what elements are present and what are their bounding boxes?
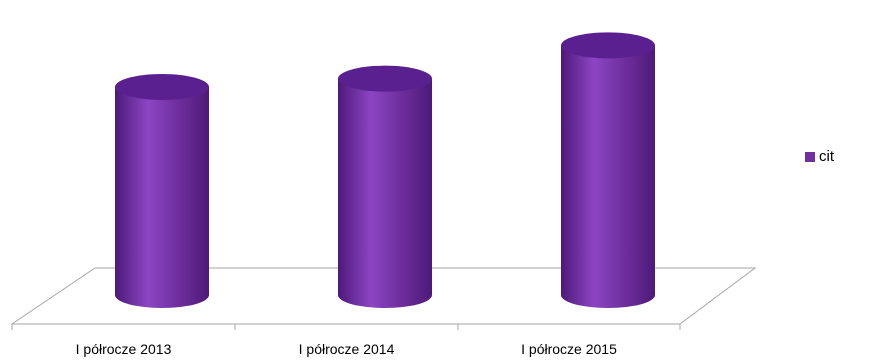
x-tick-label-2: I półrocze 2015 <box>521 341 617 357</box>
legend-label-cit: cit <box>819 148 834 165</box>
bar-top-2 <box>561 32 655 59</box>
bar-top-0 <box>115 74 209 100</box>
bar-2 <box>561 32 655 309</box>
x-axis-ticks: I półrocze 2013 I półrocze 2014 I półrocze… <box>11 324 681 357</box>
bar-body-2 <box>561 45 655 309</box>
bars-group <box>115 32 655 309</box>
bar-0 <box>115 74 209 308</box>
bar-top-1 <box>338 65 432 92</box>
floor-outline <box>10 267 757 325</box>
x-tick-label-0: I półrocze 2013 <box>76 341 172 357</box>
legend-swatch-cit <box>805 151 815 162</box>
legend: cit <box>805 148 834 165</box>
bar-1 <box>338 65 432 309</box>
x-tick-label-1: I półrocze 2014 <box>299 341 395 357</box>
bar-body-0 <box>115 87 209 308</box>
bar-body-1 <box>338 78 432 309</box>
chart-floor <box>10 267 757 325</box>
